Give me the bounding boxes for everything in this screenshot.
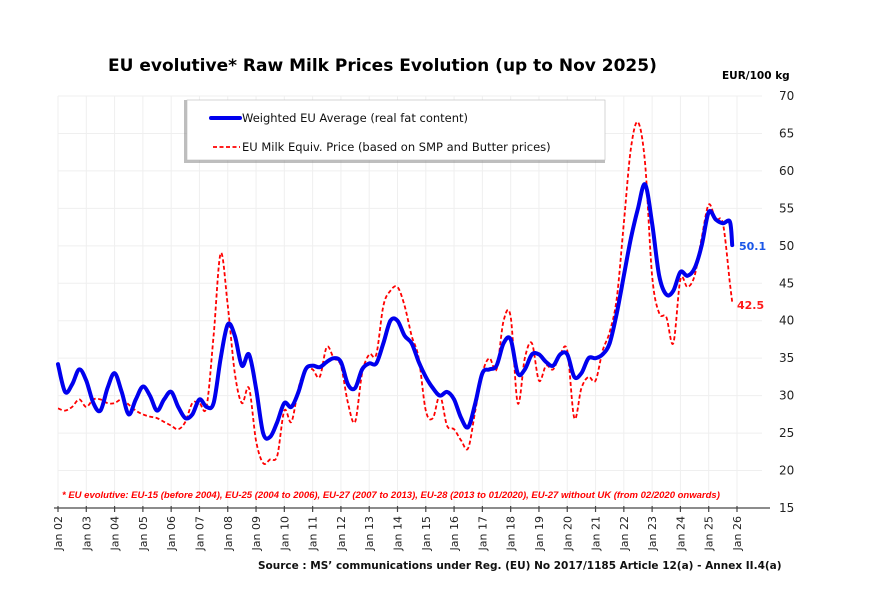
x-tick-label: Jan 09 (250, 516, 263, 551)
y-tick-label: 15 (779, 501, 794, 515)
y-tick-label: 55 (779, 201, 794, 215)
x-tick-label: Jan 05 (137, 516, 150, 551)
x-tick-label: Jan 02 (52, 516, 65, 551)
x-tick-label: Jan 12 (335, 516, 348, 551)
x-tick-label: Jan 18 (505, 516, 518, 551)
y-tick-label: 35 (779, 351, 794, 365)
x-tick-label: Jan 20 (561, 516, 574, 551)
y-axis: 15 20 25 30 35 40 45 50 55 60 65 70 (779, 89, 794, 515)
x-tick-label: Jan 07 (193, 516, 206, 551)
x-tick-label: Jan 15 (420, 516, 433, 551)
legend-label-milk-equiv: EU Milk Equiv. Price (based on SMP and B… (242, 140, 551, 154)
x-tick-label: Jan 24 (674, 516, 687, 551)
y-tick-label: 40 (779, 314, 794, 328)
legend-label-weighted-average: Weighted EU Average (real fat content) (242, 111, 468, 125)
x-tick-label: Jan 21 (590, 516, 603, 551)
y-tick-label: 45 (779, 276, 794, 290)
end-label-milk-equiv: 42.5 (737, 299, 764, 312)
y-tick-label: 20 (779, 464, 794, 478)
x-tick-label: Jan 06 (165, 516, 178, 551)
end-label-weighted-average: 50.1 (739, 240, 766, 253)
y-tick-label: 60 (779, 164, 794, 178)
x-tick-label: Jan 19 (533, 516, 546, 551)
chart-title: EU evolutive* Raw Milk Prices Evolution … (108, 56, 657, 76)
series-line-milk-equiv (57, 121, 734, 465)
y-tick-label: 30 (779, 389, 794, 403)
x-tick-label: Jan 04 (109, 516, 122, 551)
x-tick-label: Jan 14 (392, 516, 405, 551)
y-tick-label: 25 (779, 426, 794, 440)
series-group (56, 121, 735, 465)
legend-box (186, 99, 606, 161)
x-tick-label: Jan 17 (476, 516, 489, 551)
y-tick-label: 50 (779, 239, 794, 253)
x-tick-label: Jan 13 (363, 516, 376, 551)
series-line-weighted-average (56, 182, 735, 441)
legend: Weighted EU Average (real fat content) E… (184, 99, 606, 163)
x-tick-label: Jan 22 (618, 516, 631, 551)
source-note: Source : MS’ communications under Reg. (… (258, 560, 782, 572)
footnote: * EU evolutive: EU-15 (before 2004), EU-… (62, 490, 720, 501)
y-tick-label: 65 (779, 126, 794, 140)
x-tick-label: Jan 10 (278, 516, 291, 551)
y-axis-unit-label: EUR/100 kg (722, 70, 790, 82)
x-tick-label: Jan 25 (703, 516, 716, 551)
x-tick-label: Jan 16 (448, 516, 461, 551)
x-tick-label: Jan 23 (646, 516, 659, 551)
x-tick-label: Jan 11 (307, 516, 320, 551)
x-axis: Jan 02 Jan 03 Jan 04 Jan 05 Jan 06 Jan 07 Jan … (52, 506, 770, 551)
x-tick-label: Jan 03 (80, 516, 93, 551)
y-tick-label: 70 (779, 89, 794, 103)
x-tick-label: Jan 26 (731, 516, 744, 551)
x-tick-label: Jan 08 (222, 516, 235, 551)
